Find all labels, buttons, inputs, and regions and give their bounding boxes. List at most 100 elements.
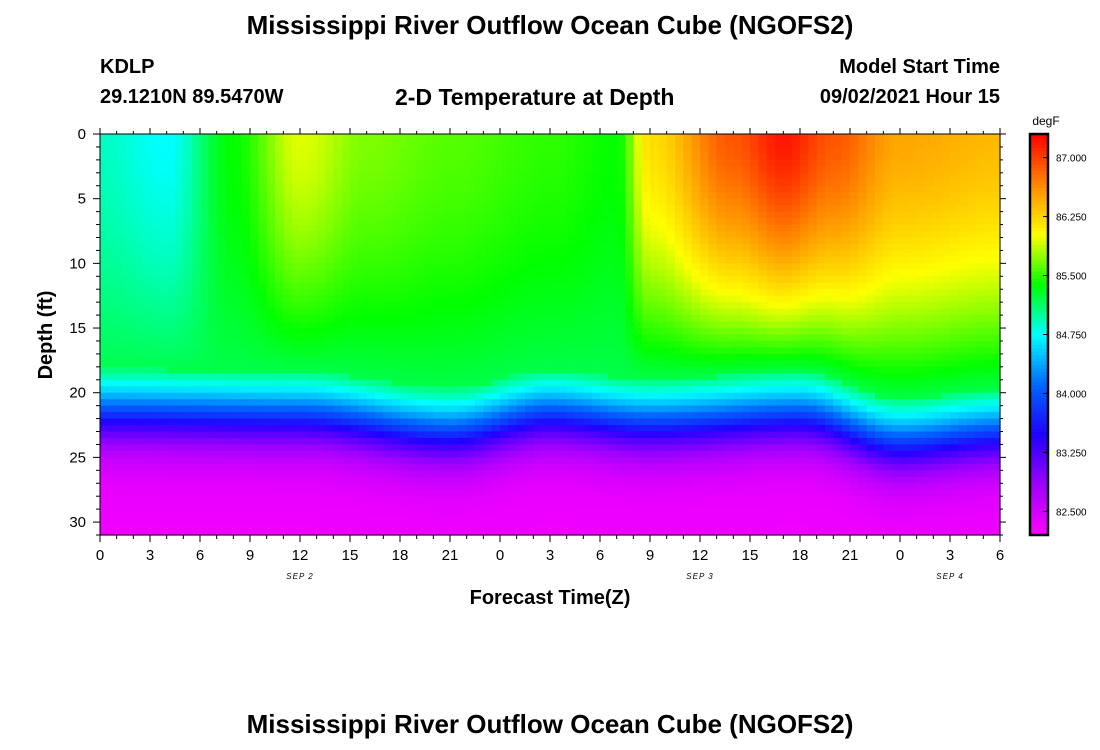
heatmap-cell <box>108 347 118 355</box>
heatmap-cell <box>500 237 509 245</box>
heatmap-cell <box>108 353 118 361</box>
heatmap-cell <box>875 237 884 245</box>
heatmap-cell <box>333 373 343 381</box>
heatmap-cell <box>125 412 134 420</box>
heatmap-cell <box>233 205 243 213</box>
heatmap-cell <box>841 140 851 148</box>
heatmap-cell <box>975 276 984 284</box>
heatmap-cell <box>900 289 909 297</box>
heatmap-cell <box>833 282 843 290</box>
heatmap-cell <box>741 263 751 271</box>
heatmap-cell <box>900 386 909 394</box>
heatmap-cell <box>316 340 326 349</box>
heatmap-cell <box>241 431 251 439</box>
heatmap-cell <box>533 321 543 329</box>
heatmap-cell <box>858 243 868 252</box>
heatmap-cell <box>483 269 493 277</box>
heatmap-cell <box>616 269 626 277</box>
heatmap-cell <box>808 392 818 400</box>
heatmap-cell <box>150 418 159 426</box>
heatmap-cell <box>200 224 209 232</box>
heatmap-cell <box>208 134 218 142</box>
heatmap-cell <box>675 153 684 161</box>
heatmap-cell <box>816 347 826 355</box>
heatmap-cell <box>475 159 484 167</box>
heatmap-cell <box>925 146 934 155</box>
heatmap-cell <box>433 295 443 303</box>
heatmap-cell <box>483 399 493 407</box>
heatmap-cell <box>391 185 401 193</box>
heatmap-cell <box>375 250 384 258</box>
heatmap-cell <box>516 360 526 368</box>
heatmap-cell <box>458 308 468 316</box>
heatmap-cell <box>450 153 459 161</box>
heatmap-cell <box>758 340 768 349</box>
heatmap-cell <box>383 172 393 180</box>
heatmap-cell <box>416 289 426 297</box>
heatmap-cell <box>250 218 259 226</box>
heatmap-cell <box>550 146 559 155</box>
heatmap-cell <box>316 353 326 361</box>
heatmap-cell <box>458 425 468 433</box>
heatmap-cell <box>516 308 526 316</box>
heatmap-cell <box>308 192 318 200</box>
heatmap-cell <box>758 205 768 213</box>
heatmap-cell <box>683 295 693 303</box>
heatmap-cell <box>950 366 959 374</box>
heatmap-cell <box>783 166 793 174</box>
heatmap-cell <box>391 237 401 245</box>
heatmap-cell <box>700 276 709 284</box>
heatmap-cell <box>833 185 843 193</box>
heatmap-cell <box>416 250 426 258</box>
heatmap-cell <box>525 263 534 271</box>
heatmap-cell <box>408 269 418 277</box>
heatmap-cell <box>216 353 226 361</box>
heatmap-cell <box>808 412 818 420</box>
heatmap-cell <box>508 231 518 239</box>
heatmap-cell <box>650 386 659 394</box>
heatmap-cell <box>608 185 618 193</box>
heatmap-cell <box>133 347 143 355</box>
heatmap-cell <box>108 140 118 148</box>
heatmap-cell <box>141 379 151 387</box>
heatmap-cell <box>691 418 701 426</box>
heatmap-cell <box>616 172 626 180</box>
heatmap-cell <box>400 399 409 407</box>
heatmap-cell <box>600 185 609 193</box>
heatmap-cell <box>300 386 309 394</box>
heatmap-cell <box>408 256 418 264</box>
heatmap-cell <box>608 276 618 284</box>
heatmap-cell <box>808 134 818 142</box>
heatmap-cell <box>583 172 593 180</box>
heatmap-cell <box>250 425 259 433</box>
heatmap-cell <box>358 334 368 342</box>
heatmap-cell <box>258 418 268 426</box>
heatmap-cell <box>383 224 393 232</box>
heatmap-cell <box>416 231 426 239</box>
heatmap-cell <box>508 179 518 187</box>
heatmap-cell <box>633 256 643 264</box>
heatmap-cell <box>991 159 1001 167</box>
heatmap-cell <box>533 373 543 381</box>
heatmap-cell <box>533 263 543 271</box>
heatmap-cell <box>258 205 268 213</box>
heatmap-cell <box>525 308 534 316</box>
heatmap-cell <box>216 302 226 310</box>
heatmap-cell <box>525 412 534 420</box>
heatmap-cell <box>891 321 901 329</box>
heatmap-cell <box>283 231 293 239</box>
heatmap-cell <box>991 140 1001 148</box>
heatmap-cell <box>608 353 618 361</box>
heatmap-cell <box>616 353 626 361</box>
heatmap-cell <box>283 250 293 258</box>
heatmap-cell <box>858 134 868 142</box>
model-start-label: Model Start Time <box>839 56 1000 78</box>
heatmap-cell <box>941 295 951 303</box>
heatmap-cell <box>800 243 809 252</box>
heatmap-cell <box>616 243 626 252</box>
heatmap-cell <box>591 205 601 213</box>
heatmap-cell <box>950 392 959 400</box>
heatmap-cell <box>891 373 901 381</box>
heatmap-cell <box>758 425 768 433</box>
heatmap-cell <box>691 412 701 420</box>
